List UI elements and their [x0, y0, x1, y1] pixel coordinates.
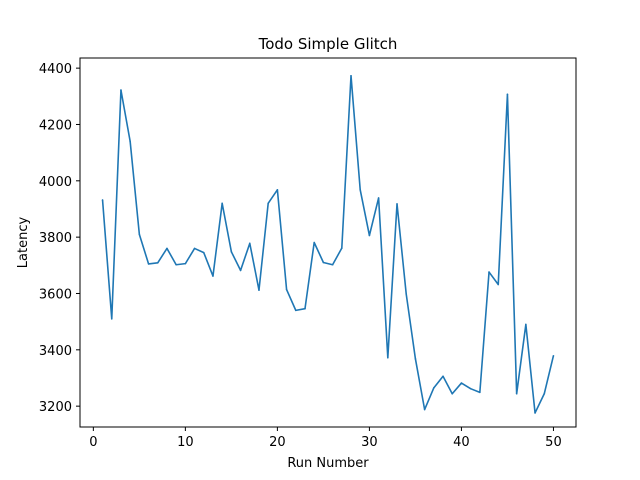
data-point — [469, 387, 472, 390]
y-tick-label: 4400 — [39, 62, 72, 77]
data-point — [184, 262, 187, 265]
data-point — [377, 197, 380, 199]
x-tick-label: 10 — [177, 435, 194, 450]
data-point — [276, 189, 279, 191]
data-point — [497, 283, 500, 286]
data-point — [359, 189, 362, 191]
x-tick-label: 20 — [269, 435, 286, 450]
data-point — [101, 199, 104, 201]
x-tick-label: 50 — [545, 435, 562, 450]
data-point — [460, 382, 463, 384]
data-point — [175, 263, 177, 266]
data-point — [506, 93, 509, 96]
data-point — [120, 89, 122, 91]
data-point — [525, 323, 527, 326]
data-point — [414, 358, 417, 360]
data-point — [294, 309, 297, 312]
data-point — [322, 261, 325, 264]
data-point — [221, 202, 223, 205]
y-tick-label: 3800 — [39, 231, 72, 246]
data-point — [331, 263, 334, 266]
x-tick-label: 30 — [361, 435, 378, 450]
x-tick-label: 40 — [453, 435, 470, 450]
data-point — [350, 74, 352, 77]
data-point — [543, 392, 546, 395]
data-point — [212, 275, 214, 277]
data-point — [488, 271, 490, 273]
data-point — [405, 293, 408, 295]
y-tick-label: 3200 — [39, 400, 72, 415]
data-point — [138, 233, 141, 236]
x-axis-label: Run Number — [287, 456, 369, 471]
series-line — [101, 74, 555, 414]
x-axis-ticks: 0 10 20 30 40 50 — [89, 427, 562, 450]
y-axis-ticks: 3200 3400 3600 3800 4000 4200 4400 — [39, 62, 80, 415]
data-point — [267, 202, 269, 205]
data-point — [515, 392, 518, 395]
data-point — [387, 356, 389, 359]
data-point — [368, 234, 371, 237]
data-point — [341, 247, 343, 249]
y-tick-label: 3400 — [39, 344, 72, 359]
data-point — [451, 392, 454, 395]
data-point — [110, 318, 113, 320]
data-point — [442, 375, 444, 378]
data-point — [230, 251, 233, 253]
y-tick-label: 4200 — [39, 118, 72, 133]
data-point — [285, 288, 288, 291]
data-point — [313, 241, 316, 244]
data-point — [239, 269, 242, 272]
x-tick-label: 0 — [89, 435, 97, 450]
data-point — [534, 412, 536, 414]
data-point — [552, 354, 555, 357]
data-point — [423, 408, 426, 411]
data-point — [147, 263, 150, 265]
data-point — [396, 203, 398, 205]
series-layer — [101, 74, 555, 414]
data-point — [202, 251, 205, 254]
data-point — [479, 391, 481, 394]
data-point — [258, 289, 260, 291]
data-point — [193, 247, 196, 250]
data-point — [433, 387, 435, 389]
data-point — [248, 242, 251, 245]
y-axis-label: Latency — [16, 217, 31, 269]
y-tick-label: 3600 — [39, 287, 72, 302]
data-point — [166, 247, 168, 250]
data-point — [129, 140, 131, 143]
y-tick-label: 4000 — [39, 175, 72, 190]
plot-area-frame — [79, 57, 577, 428]
data-point — [304, 307, 306, 310]
data-point — [156, 261, 159, 264]
chart-title: Todo Simple Glitch — [258, 35, 398, 53]
